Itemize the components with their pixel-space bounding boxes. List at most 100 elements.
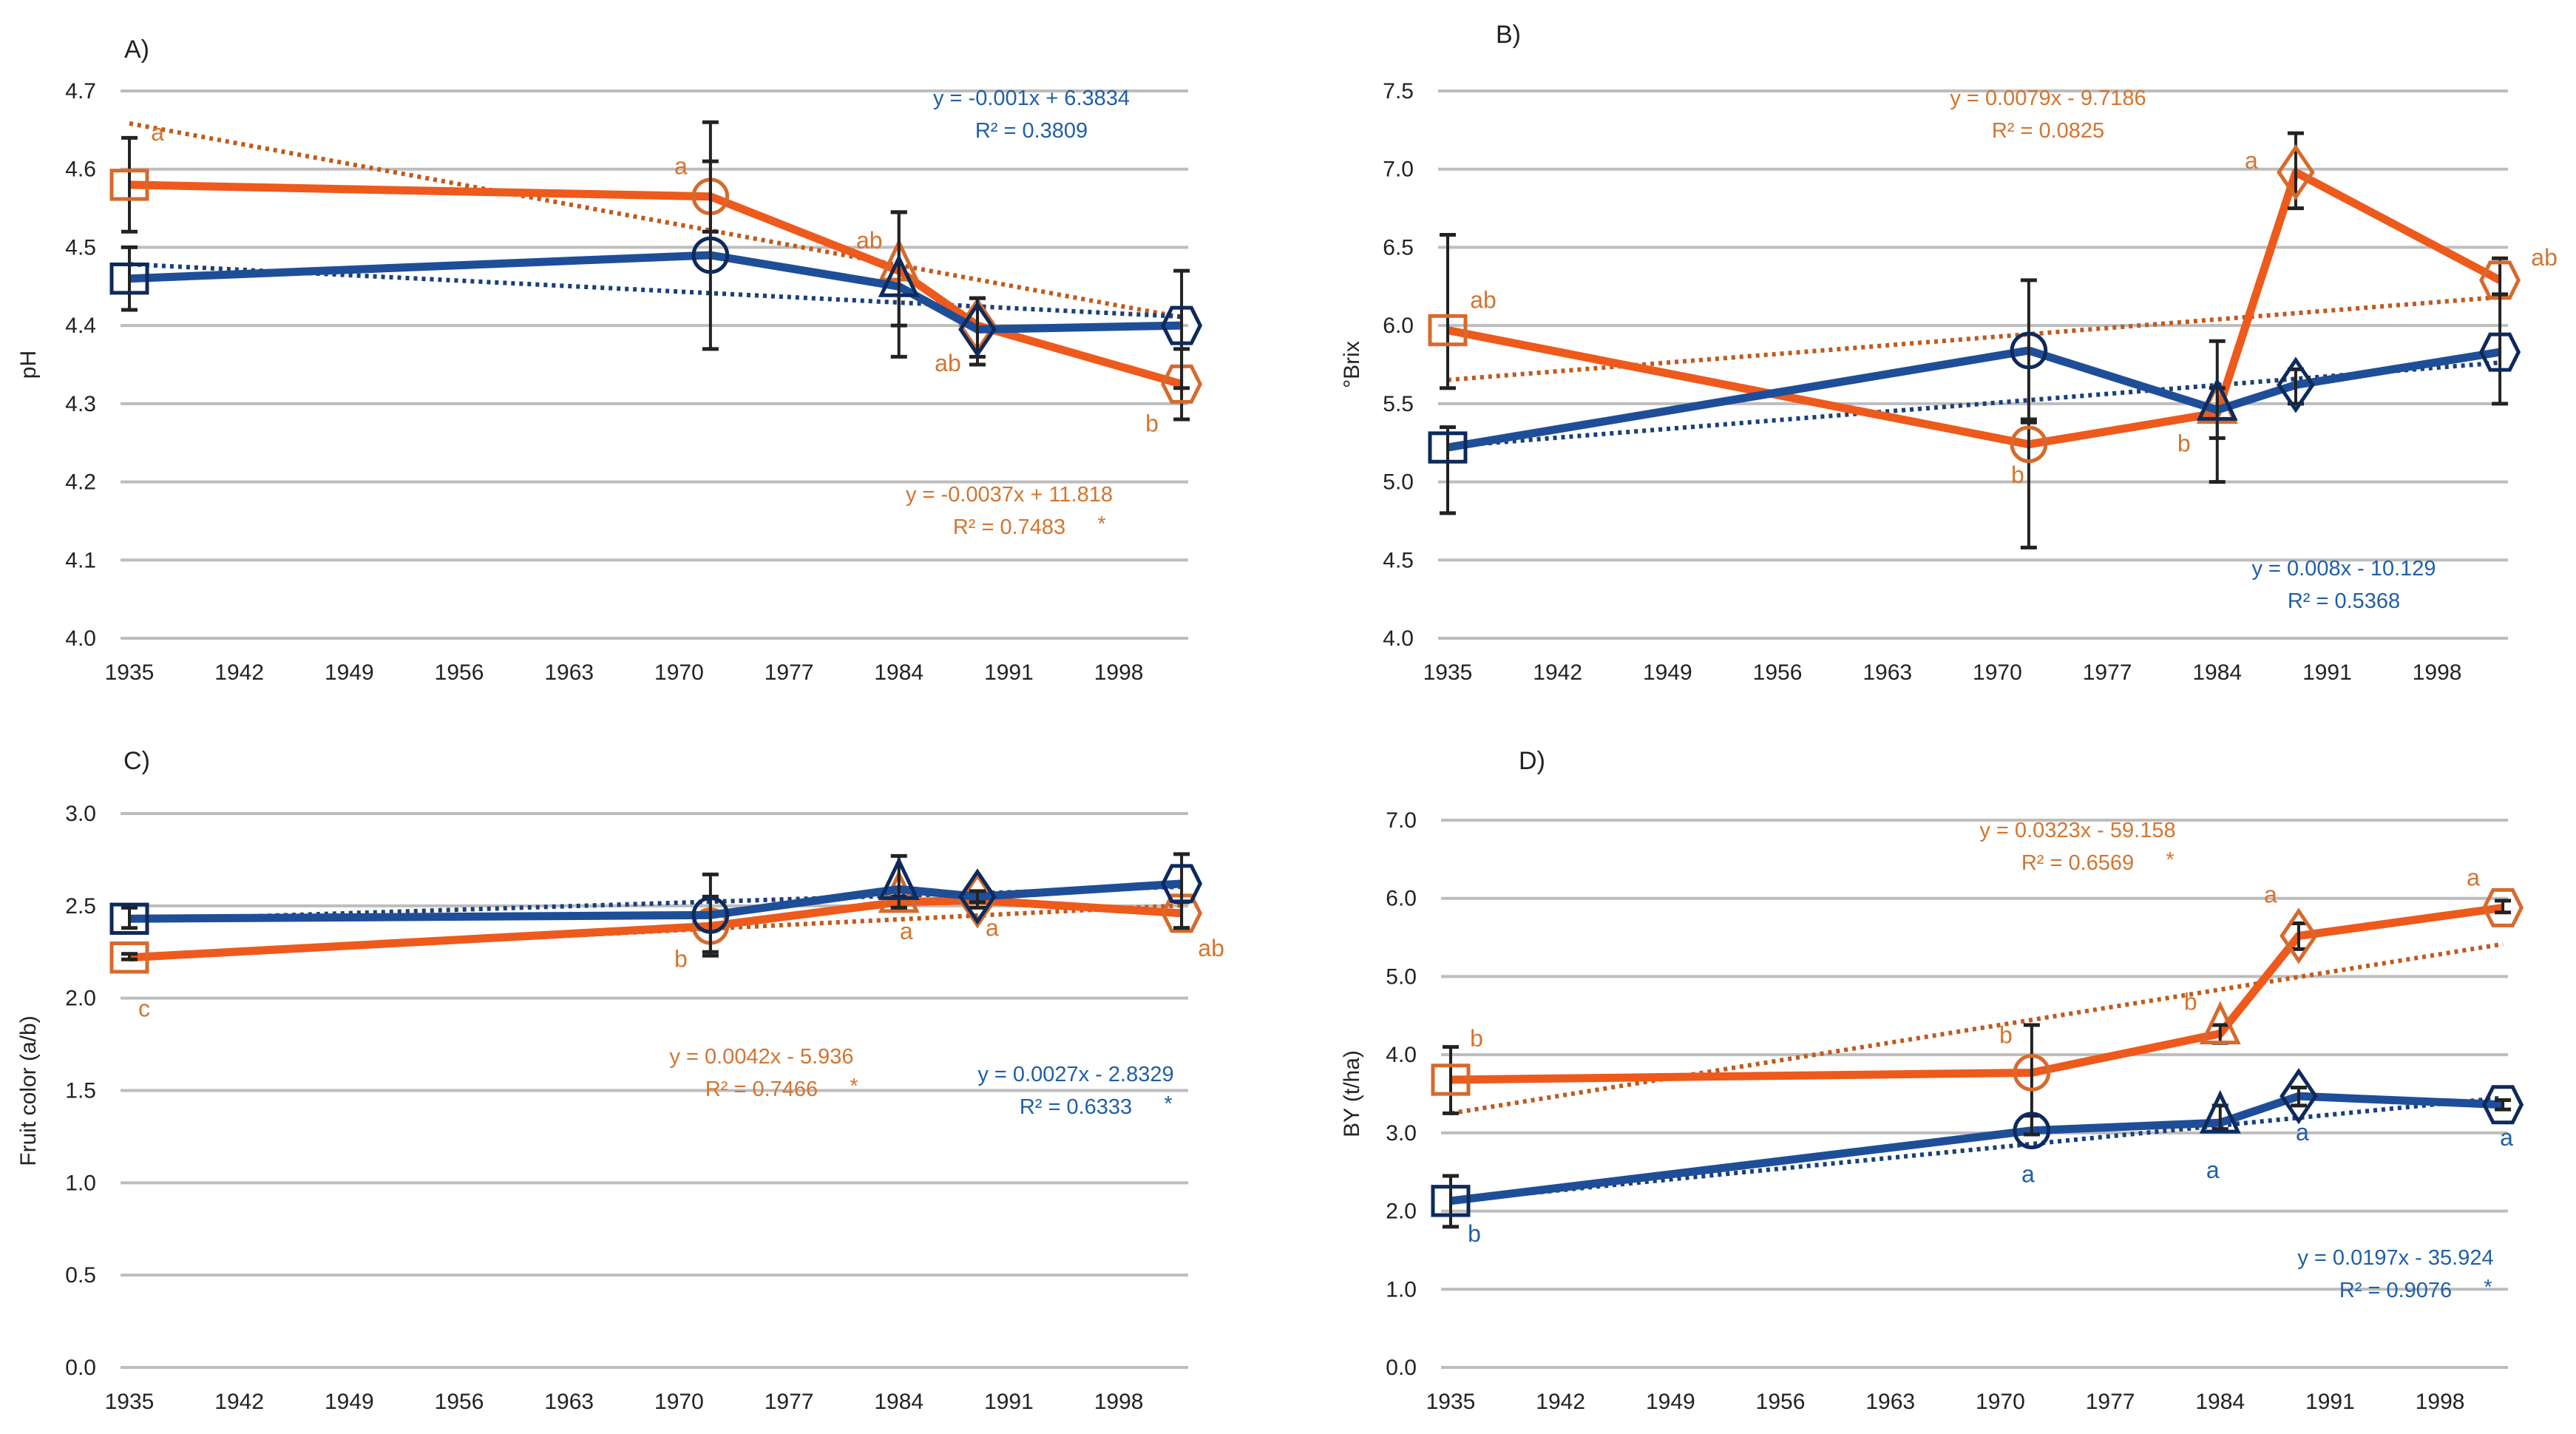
orange-circle-marker xyxy=(2010,425,2048,464)
x-tick-label: 1963 xyxy=(1865,1390,1915,1414)
trend-equation-blue: y = 0.0197x - 35.924 xyxy=(2297,1246,2493,1270)
significance-letter-orange: a xyxy=(900,918,913,944)
data-point-orange xyxy=(2479,260,2521,300)
blue-square-marker xyxy=(109,902,149,936)
y-tick-label: 4.1 xyxy=(65,548,96,572)
error-bar-orange xyxy=(2495,899,2512,915)
error-bar-blue xyxy=(2495,1098,2512,1112)
significance-letter-orange: b xyxy=(2011,461,2024,488)
y-tick-label: 2.0 xyxy=(65,987,96,1011)
series-line-orange xyxy=(129,180,1183,388)
data-point-orange xyxy=(2010,425,2048,464)
blue-circle-marker xyxy=(2013,1112,2051,1149)
x-tick-label: 1977 xyxy=(765,1390,814,1414)
significance-letter-orange: ab xyxy=(935,350,961,376)
y-tick-label: 0.0 xyxy=(1386,1356,1417,1380)
error-bar-orange xyxy=(2290,921,2307,951)
orange-hexagon-marker xyxy=(1161,364,1203,404)
data-point-blue xyxy=(2010,331,2048,370)
error-bar-blue xyxy=(2290,1086,2307,1108)
significance-letter-orange: b xyxy=(1470,1025,1483,1052)
significance-letter-orange: ab xyxy=(856,227,883,254)
x-tick-label: 1991 xyxy=(984,660,1034,685)
x-tick-label: 1977 xyxy=(2083,660,2132,685)
series-line-blue xyxy=(129,251,1182,334)
panel-c-fruit-color: C) Fruit color (a/b) 0.0 0.5 1.0 1.5 2.0 2.5 3.0… xyxy=(16,747,1224,1414)
x-tick-label: 1963 xyxy=(544,1390,594,1414)
data-point-blue xyxy=(958,868,997,925)
error-bar-blue xyxy=(2492,292,2509,406)
x-tick-label: 1977 xyxy=(2086,1390,2135,1414)
y-tick-label: 4.0 xyxy=(65,626,96,651)
blue-diamond-marker xyxy=(958,301,997,358)
y-tick-label: 5.5 xyxy=(1383,392,1414,416)
data-point-blue xyxy=(691,896,730,934)
error-bar-blue xyxy=(2020,278,2037,422)
y-tick-label: 4.0 xyxy=(1386,1043,1417,1067)
data-point-blue xyxy=(2479,332,2521,372)
x-tick-label: 1949 xyxy=(1643,660,1692,685)
y-tick-label: 1.0 xyxy=(1386,1277,1417,1302)
x-tick-label: 1956 xyxy=(435,660,484,685)
blue-square-marker xyxy=(1431,1185,1471,1217)
y-tick-label: 6.5 xyxy=(1383,235,1414,260)
significance-letter-orange: a xyxy=(674,153,688,180)
x-tick-label: 1935 xyxy=(1426,1390,1476,1414)
trendline-orange xyxy=(129,121,1182,319)
y-tick-label: 0.0 xyxy=(65,1356,96,1380)
error-bar-blue xyxy=(2209,339,2226,484)
orange-hexagon-marker xyxy=(2482,887,2524,927)
x-tick-label: 1935 xyxy=(1423,660,1473,685)
significance-letter-orange: ab xyxy=(1198,935,1224,961)
y-tick-label: 4.4 xyxy=(65,314,96,338)
r-squared-blue: R² = 0.9076 xyxy=(2339,1279,2452,1302)
data-point-orange xyxy=(2482,887,2524,927)
error-bar-orange xyxy=(2020,420,2037,549)
trend-equation-orange: y = -0.0037x + 11.818 xyxy=(906,483,1113,507)
trendline-orange xyxy=(1450,941,2504,1116)
error-bar-blue xyxy=(969,889,986,904)
significance-letter-orange: a xyxy=(2467,864,2480,890)
orange-triangle-marker xyxy=(2199,1001,2241,1045)
panel-title: B) xyxy=(1496,21,1521,49)
data-point-blue xyxy=(1431,1185,1471,1217)
error-bar-orange xyxy=(121,135,138,234)
x-tick-label: 1998 xyxy=(2413,660,2462,685)
panel-b-brix: B) °Brix 4.0 4.5 5.0 5.5 6.0 6.5 7.0 7.5 1935 1942 1… xyxy=(1340,21,2558,685)
data-point-blue xyxy=(2277,356,2315,413)
error-bar-blue xyxy=(1173,268,1190,390)
data-point-orange xyxy=(1428,314,1468,347)
x-tick-label: 1942 xyxy=(1533,660,1582,685)
data-point-orange xyxy=(1161,893,1203,933)
data-point-blue xyxy=(878,254,920,297)
significance-letter-orange: b xyxy=(2177,430,2191,457)
data-point-blue xyxy=(2482,1085,2524,1125)
data-point-orange xyxy=(109,169,149,201)
data-point-blue xyxy=(2280,1068,2318,1125)
data-point-blue xyxy=(1161,864,1203,904)
blue-triangle-marker xyxy=(878,254,920,297)
panel-title: C) xyxy=(123,747,150,775)
y-tick-label: 2.5 xyxy=(65,894,96,919)
x-tick-label: 1949 xyxy=(1646,1390,1695,1414)
y-tick-label: 4.7 xyxy=(65,79,96,104)
x-tick-label: 1949 xyxy=(325,1390,374,1414)
x-tick-label: 1942 xyxy=(1536,1390,1585,1414)
significance-star-orange: * xyxy=(2166,848,2174,872)
data-point-blue xyxy=(1161,305,1203,345)
significance-letter-blue: a xyxy=(2206,1157,2220,1183)
r-squared-blue: R² = 0.6333 xyxy=(1020,1095,1132,1119)
trendline-blue xyxy=(1450,1095,2504,1203)
significance-star-blue: * xyxy=(2484,1276,2492,1299)
data-point-blue xyxy=(2199,1089,2241,1134)
y-axis-label: °Brix xyxy=(1340,341,1364,388)
data-point-blue xyxy=(878,856,920,900)
blue-circle-marker xyxy=(691,236,730,274)
trend-equation-orange: y = 0.0042x - 5.936 xyxy=(669,1045,853,1069)
y-tick-label: 5.0 xyxy=(1383,470,1414,495)
error-bar-blue xyxy=(1443,1174,1459,1229)
blue-triangle-marker xyxy=(2196,377,2238,421)
significance-letter-orange: a xyxy=(2245,147,2258,174)
blue-hexagon-marker xyxy=(1161,864,1203,904)
y-tick-label: 3.0 xyxy=(65,802,96,826)
